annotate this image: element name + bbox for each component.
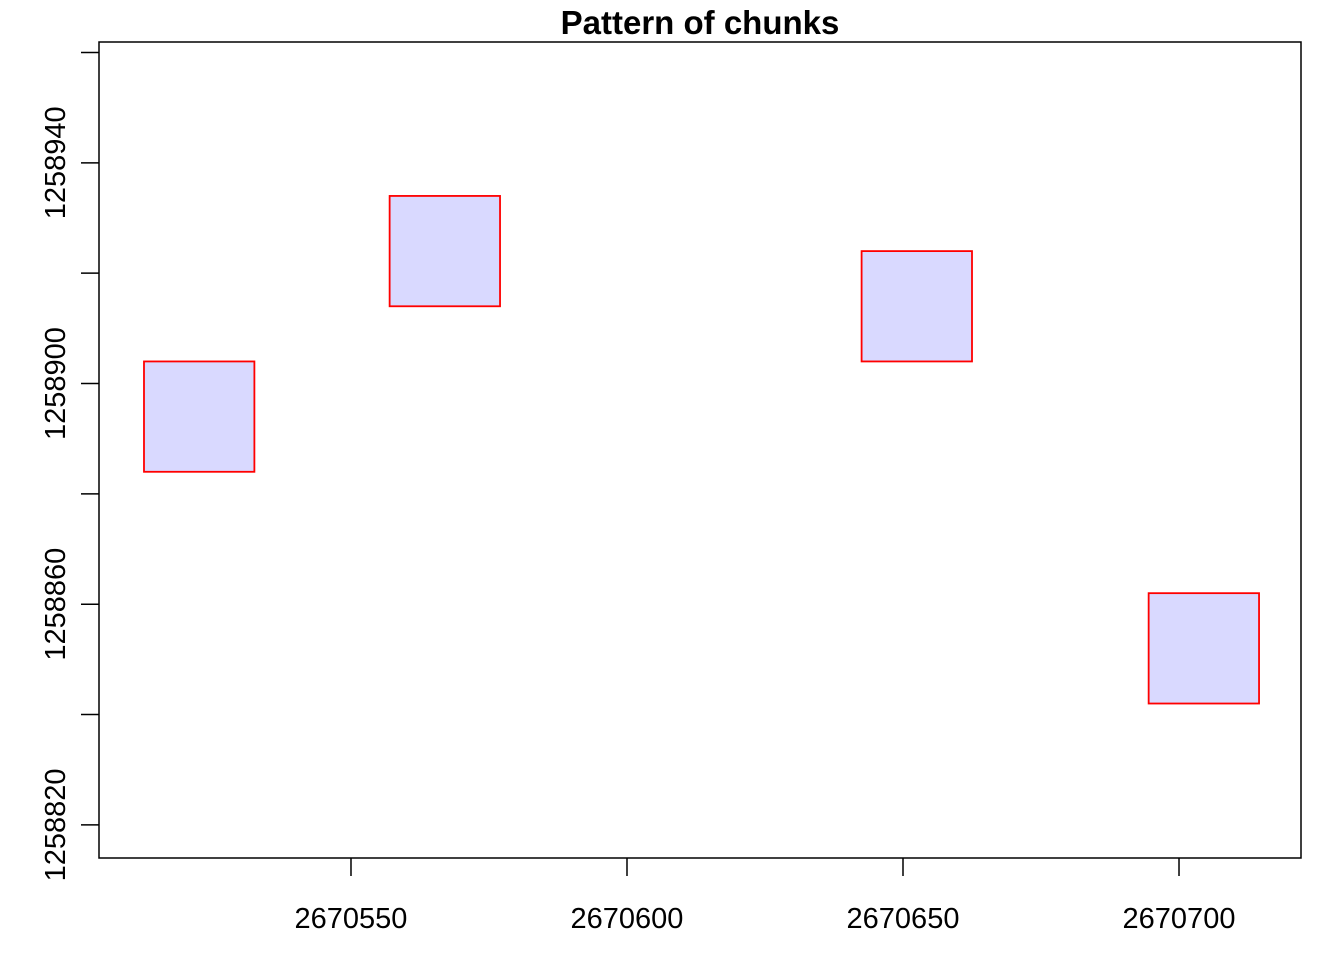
chunk (1147, 592, 1260, 705)
chunk (388, 195, 501, 308)
chunk (143, 360, 256, 473)
chart-title: Pattern of chunks (561, 4, 840, 41)
x-tick-label: 2670650 (847, 903, 960, 935)
y-tick-label: 1258860 (40, 548, 72, 661)
y-tick-label: 1258900 (40, 327, 72, 440)
x-tick-label: 2670700 (1123, 903, 1236, 935)
x-tick-label: 2670550 (295, 903, 408, 935)
y-tick-label: 1258940 (40, 106, 72, 219)
plot-frame (98, 41, 1302, 859)
x-tick-label: 2670600 (571, 903, 684, 935)
chunk (860, 250, 973, 363)
y-tick-label: 1258820 (40, 768, 72, 881)
